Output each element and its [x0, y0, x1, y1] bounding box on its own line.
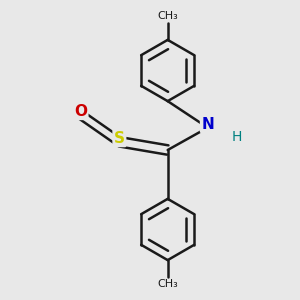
Text: H: H: [231, 130, 242, 144]
Text: CH₃: CH₃: [157, 11, 178, 21]
Text: S: S: [114, 131, 125, 146]
Text: CH₃: CH₃: [157, 279, 178, 289]
Text: N: N: [201, 117, 214, 132]
Text: O: O: [74, 103, 87, 118]
